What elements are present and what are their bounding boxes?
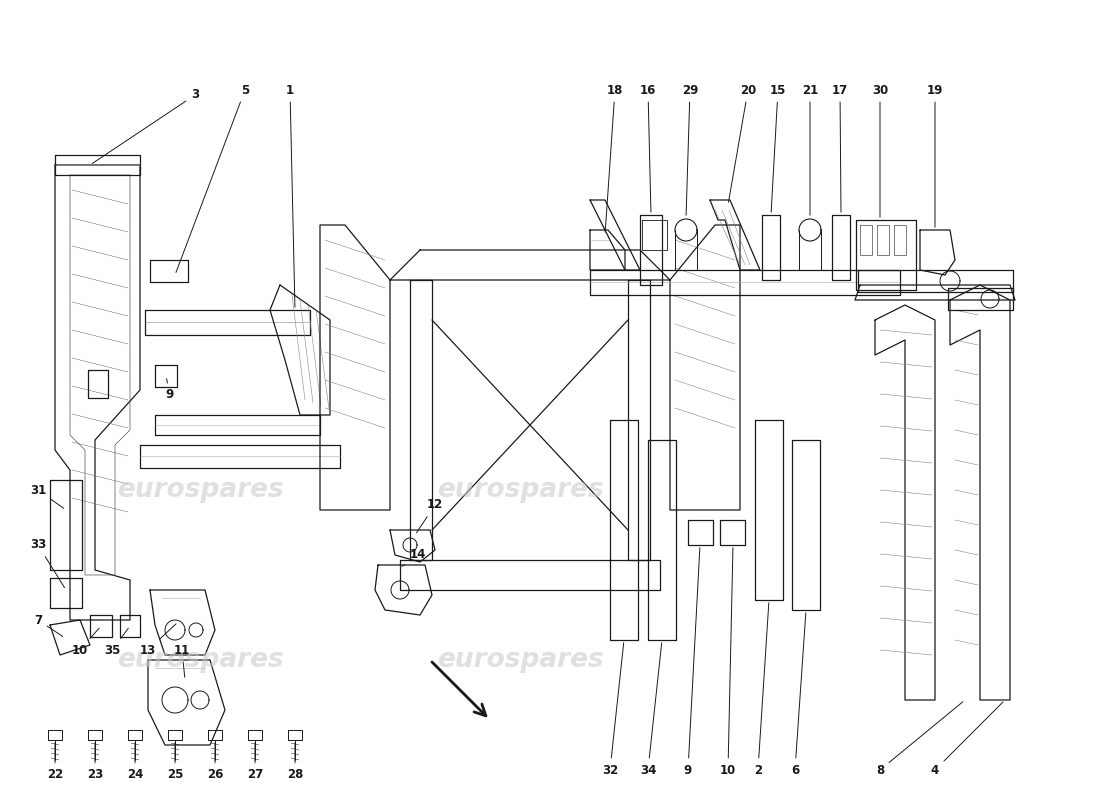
Text: 29: 29 [682,83,698,215]
Text: 8: 8 [876,702,962,777]
Text: 35: 35 [103,628,129,657]
Text: eurospares: eurospares [437,477,604,503]
Text: 7: 7 [34,614,63,637]
Text: 5: 5 [176,83,249,273]
Text: 15: 15 [770,83,786,212]
Text: 19: 19 [927,83,943,227]
Text: 26: 26 [207,742,223,782]
Text: 6: 6 [791,613,806,777]
Text: 22: 22 [47,742,63,782]
Text: eurospares: eurospares [117,647,284,673]
Text: 14: 14 [403,549,426,566]
Text: 17: 17 [832,83,848,212]
Text: 13: 13 [140,624,176,657]
Text: eurospares: eurospares [437,647,604,673]
Text: eurospares: eurospares [117,477,284,503]
Text: 2: 2 [754,602,769,777]
Text: 4: 4 [931,702,1003,777]
Text: 31: 31 [30,483,64,508]
Text: 30: 30 [872,83,888,218]
Text: 10: 10 [72,628,99,657]
Text: 25: 25 [167,742,184,782]
Text: 11: 11 [174,643,190,678]
Text: 12: 12 [417,498,443,533]
Text: 10: 10 [719,548,736,777]
Text: 20: 20 [728,83,756,202]
Text: 9: 9 [684,548,700,777]
Text: 33: 33 [30,538,65,588]
Text: 28: 28 [287,742,304,782]
Text: 16: 16 [640,83,657,212]
Text: 9: 9 [166,378,174,402]
Text: 27: 27 [246,742,263,782]
Text: 18: 18 [605,83,624,232]
Text: 32: 32 [602,642,624,777]
Text: 3: 3 [92,89,199,163]
Text: 1: 1 [286,83,295,307]
Text: 24: 24 [126,742,143,782]
Text: 34: 34 [640,642,662,777]
Text: 23: 23 [87,742,103,782]
Text: 21: 21 [802,83,818,215]
